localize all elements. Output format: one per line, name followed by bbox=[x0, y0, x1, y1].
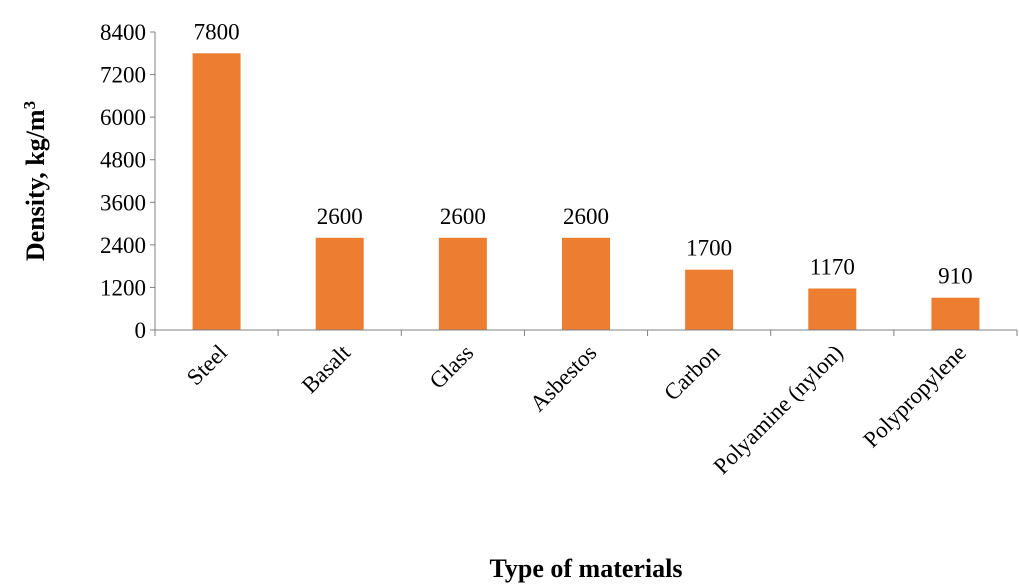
data-labels: 7800 2600 2600 2600 1700 1170 910 bbox=[194, 19, 973, 288]
y-tick-label: 3600 bbox=[100, 190, 146, 215]
y-tick-label: 7200 bbox=[100, 63, 146, 88]
y-tick-label: 0 bbox=[135, 318, 147, 343]
y-tick-label: 4800 bbox=[100, 148, 146, 173]
x-axis-category-labels: Steel Basalt Glass Asbestos CarbonPolyamine … bbox=[182, 339, 971, 479]
data-label: 910 bbox=[938, 264, 973, 289]
bar-carbon bbox=[685, 269, 734, 330]
bar-polyamine-nylon bbox=[808, 288, 857, 330]
bar-glass bbox=[438, 237, 487, 330]
y-tick-label: 8400 bbox=[100, 20, 146, 45]
x-axis-title: Type of materials bbox=[489, 554, 682, 583]
category-label: Polyamine (nylon) bbox=[709, 340, 848, 479]
y-tick-label: 6000 bbox=[100, 105, 146, 130]
y-axis-title: Density, kg/m3 bbox=[20, 101, 50, 261]
bar-steel bbox=[192, 53, 241, 331]
data-label: 7800 bbox=[194, 19, 240, 44]
y-axis-title-text: Density, kg/m bbox=[21, 109, 50, 261]
y-axis-ticks: 0 1200 2400 3600 4800 6000 7200 8400 bbox=[100, 20, 146, 343]
category-label: Basalt bbox=[297, 339, 356, 398]
data-label: 1170 bbox=[810, 254, 855, 279]
category-label: Carbon bbox=[659, 340, 725, 406]
data-label: 2600 bbox=[563, 204, 609, 229]
category-label: Steel bbox=[182, 340, 232, 390]
y-tick-label: 2400 bbox=[100, 233, 146, 258]
bar-basalt bbox=[315, 237, 364, 330]
bar-polypropylene bbox=[931, 297, 980, 330]
bars bbox=[192, 53, 980, 331]
bar-asbestos bbox=[562, 237, 610, 330]
category-label: Polypropylene bbox=[858, 340, 971, 453]
data-label: 1700 bbox=[686, 236, 732, 261]
axes bbox=[150, 31, 1018, 336]
y-tick-label: 1200 bbox=[100, 275, 146, 300]
data-label: 2600 bbox=[440, 204, 486, 229]
data-label: 2600 bbox=[317, 204, 363, 229]
category-label: Glass bbox=[425, 340, 479, 394]
y-axis-title-superscript: 3 bbox=[20, 101, 39, 110]
category-label: Asbestos bbox=[525, 340, 601, 416]
